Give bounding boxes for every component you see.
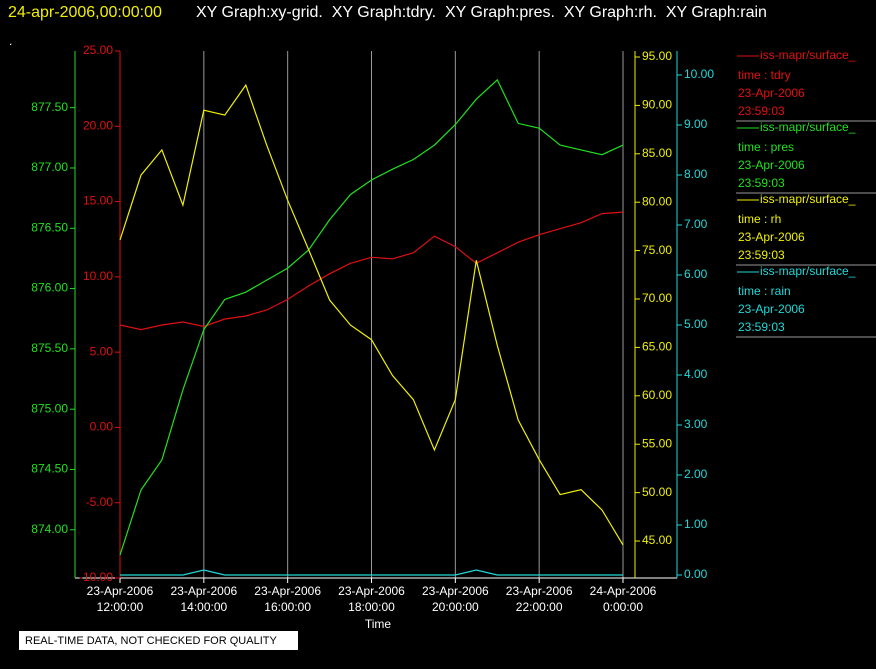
x-axis-label: Time — [365, 617, 392, 631]
y-tick-label: 876.00 — [31, 281, 68, 295]
y-tick-label: 20.00 — [83, 118, 113, 132]
y-tick-label: 5.00 — [684, 317, 708, 331]
legend-name: iss-mapr/surface_ — [760, 264, 856, 278]
y-tick-label: 874.00 — [31, 522, 68, 536]
legend-date: 23-Apr-2006 — [738, 158, 805, 172]
legend-label: time : tdry — [738, 68, 791, 82]
y-tick-label: 60.00 — [642, 388, 672, 402]
y-tick-label: 4.00 — [684, 367, 708, 381]
y-tick-label: 8.00 — [684, 167, 708, 181]
legend-date: 23-Apr-2006 — [738, 302, 805, 316]
y-tick-label: 3.00 — [684, 417, 708, 431]
y-tick-label: 5.00 — [90, 344, 114, 358]
y-tick-label: 85.00 — [642, 146, 672, 160]
series-line — [120, 569, 623, 576]
y-tick-label: 875.00 — [31, 401, 68, 415]
series-line — [119, 211, 624, 331]
y-tick-label: 80.00 — [642, 194, 672, 208]
legend-name: iss-mapr/surface_ — [760, 192, 856, 206]
x-tick-label: 24-Apr-2006 — [590, 584, 657, 598]
x-tick-label: 0:00:00 — [603, 600, 643, 614]
legend-time: 23:59:03 — [738, 248, 785, 262]
y-tick-label: 10.00 — [684, 67, 714, 81]
y-tick-label: -5.00 — [86, 495, 114, 509]
x-tick-label: 18:00:00 — [348, 600, 395, 614]
x-tick-label: 16:00:00 — [264, 600, 311, 614]
y-tick-label: 0.00 — [684, 567, 708, 581]
y-tick-label: 877.50 — [31, 100, 68, 114]
footer: REAL-TIME DATA, NOT CHECKED FOR QUALITY — [25, 635, 277, 647]
legend-name: iss-mapr/surface_ — [760, 48, 856, 62]
footer-box — [19, 631, 298, 650]
x-tick-label: 22:00:00 — [516, 600, 563, 614]
legend-name: iss-mapr/surface_ — [760, 120, 856, 134]
legend-time: 23:59:03 — [738, 176, 785, 190]
y-tick-label: 55.00 — [642, 436, 672, 450]
legend-date: 23-Apr-2006 — [738, 230, 805, 244]
legend-label: time : rh — [738, 212, 781, 226]
y-tick-label: -10.00 — [79, 570, 113, 584]
y-tick-label: 75.00 — [642, 243, 672, 257]
chart-title: XY Graph:xy-grid. XY Graph:tdry. XY Grap… — [196, 4, 767, 21]
y-tick-label: 50.00 — [642, 485, 672, 499]
y-tick-label: 10.00 — [83, 269, 113, 283]
x-tick-label: 23-Apr-2006 — [338, 584, 405, 598]
y-tick-label: 95.00 — [642, 49, 672, 63]
y-tick-label: 6.00 — [684, 267, 708, 281]
x-tick-label: 20:00:00 — [432, 600, 479, 614]
y-tick-label: 877.00 — [31, 160, 68, 174]
y-tick-label: 876.50 — [31, 220, 68, 234]
y-tick-label: 45.00 — [642, 533, 672, 547]
x-tick-label: 23-Apr-2006 — [254, 584, 321, 598]
x-tick-label: 14:00:00 — [180, 600, 227, 614]
x-tick-label: 23-Apr-2006 — [170, 584, 237, 598]
x-tick-label: 12:00:00 — [97, 600, 144, 614]
y-tick-label: 70.00 — [642, 291, 672, 305]
y-tick-label: 1.00 — [684, 517, 708, 531]
y-tick-label: 90.00 — [642, 98, 672, 112]
legend-time: 23:59:03 — [738, 320, 785, 334]
legend-date: 23-Apr-2006 — [738, 86, 805, 100]
y-tick-label: 875.50 — [31, 341, 68, 355]
series-line — [119, 83, 624, 546]
y-tick-label: 9.00 — [684, 117, 708, 131]
y-tick-label: 7.00 — [684, 217, 708, 231]
y-tick-label: 874.50 — [31, 462, 68, 476]
x-tick-label: 23-Apr-2006 — [506, 584, 573, 598]
x-tick-label: 23-Apr-2006 — [87, 584, 154, 598]
x-tick-label: 23-Apr-2006 — [422, 584, 489, 598]
legend-label: time : pres — [738, 140, 794, 154]
y-tick-label: 25.00 — [83, 43, 113, 57]
y-tick-label: 65.00 — [642, 340, 672, 354]
title-time: 24-apr-2006,00:00:00 — [8, 4, 162, 21]
series-line — [119, 78, 624, 556]
legend-label: time : rain — [738, 284, 791, 298]
y-tick-label: 15.00 — [83, 194, 113, 208]
y-tick-label: 0.00 — [90, 420, 114, 434]
legend-time: 23:59:03 — [738, 104, 785, 118]
y-tick-label: 2.00 — [684, 467, 708, 481]
marker: . — [9, 34, 12, 48]
